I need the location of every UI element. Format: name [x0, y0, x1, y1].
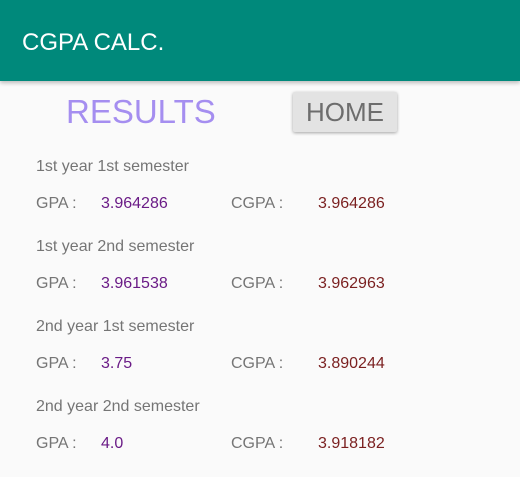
- home-button[interactable]: HOME: [293, 92, 397, 132]
- gpa-value: 3.961538: [101, 275, 168, 292]
- app-bar: CGPA CALC.: [0, 0, 520, 81]
- cgpa-value: 3.890244: [318, 355, 385, 372]
- gpa-label: GPA :: [36, 275, 77, 292]
- semester-result: 1st year 1st semester GPA : 3.964286 CGP…: [0, 157, 520, 237]
- gpa-value: 4.0: [101, 435, 124, 452]
- semester-label: 1st year 2nd semester: [36, 238, 195, 255]
- semester-label: 2nd year 2nd semester: [36, 398, 200, 415]
- cgpa-value: 3.918182: [318, 435, 385, 452]
- cgpa-label: CGPA :: [231, 195, 284, 212]
- cgpa-label: CGPA :: [231, 275, 284, 292]
- semester-result: 1st year 2nd semester GPA : 3.961538 CGP…: [0, 237, 520, 317]
- cgpa-value: 3.962963: [318, 275, 385, 292]
- app-title: CGPA CALC.: [22, 29, 165, 56]
- gpa-value: 3.964286: [101, 195, 168, 212]
- semester-result: 2nd year 1st semester GPA : 3.75 CGPA : …: [0, 317, 520, 397]
- gpa-label: GPA :: [36, 435, 77, 452]
- cgpa-label: CGPA :: [231, 435, 284, 452]
- cgpa-label: CGPA :: [231, 355, 284, 372]
- gpa-value: 3.75: [101, 355, 133, 372]
- gpa-label: GPA :: [36, 355, 77, 372]
- cgpa-value: 3.964286: [318, 195, 385, 212]
- semester-result: 2nd year 2nd semester GPA : 4.0 CGPA : 3…: [0, 397, 520, 477]
- semester-label: 1st year 1st semester: [36, 158, 189, 175]
- page-title: RESULTS: [66, 93, 216, 130]
- gpa-label: GPA :: [36, 195, 77, 212]
- semester-label: 2nd year 1st semester: [36, 318, 195, 335]
